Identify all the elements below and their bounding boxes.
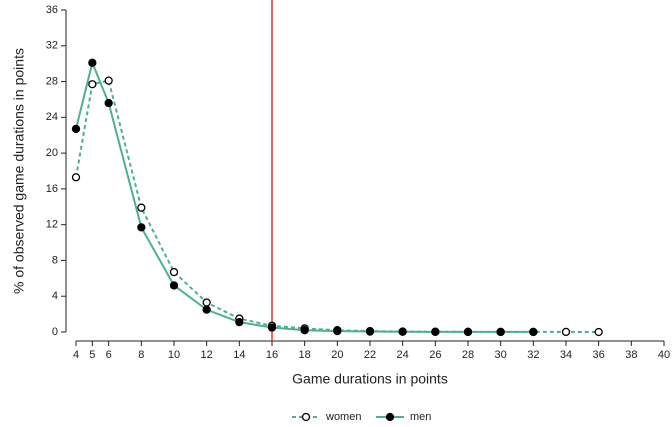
data-point xyxy=(169,267,179,277)
data-point xyxy=(561,327,571,337)
data-point xyxy=(267,323,277,332)
data-point xyxy=(398,327,407,336)
legend-label: men xyxy=(410,411,431,423)
legend-marker xyxy=(301,412,311,422)
y-tick-label: 16 xyxy=(46,183,58,195)
x-tick-label: 26 xyxy=(429,349,441,361)
x-tick-label: 12 xyxy=(201,349,213,361)
x-tick-label: 14 xyxy=(233,349,245,361)
x-tick-label: 30 xyxy=(495,349,507,361)
data-point xyxy=(169,281,179,290)
data-point xyxy=(431,327,440,336)
data-point xyxy=(202,305,211,314)
y-tick-label: 36 xyxy=(46,4,58,16)
x-tick-label: 22 xyxy=(364,349,376,361)
data-point xyxy=(333,326,342,336)
series-line xyxy=(75,59,534,333)
data-point xyxy=(496,327,505,337)
data-point xyxy=(300,326,309,335)
legend-marker xyxy=(385,412,395,422)
data-point xyxy=(463,327,473,337)
data-point xyxy=(365,327,375,336)
x-tick-label: 16 xyxy=(266,349,278,361)
data-point xyxy=(104,98,113,108)
x-tick-label: 5 xyxy=(89,349,95,361)
x-tick-label: 32 xyxy=(527,349,539,361)
x-tick-label: 34 xyxy=(560,349,572,361)
x-axis-title: Game durations in points xyxy=(292,371,448,387)
y-tick-label: 32 xyxy=(46,40,58,52)
data-point xyxy=(235,318,244,327)
data-point xyxy=(137,203,146,212)
y-tick-label: 20 xyxy=(46,147,58,159)
data-point xyxy=(202,298,211,307)
y-tick-label: 0 xyxy=(52,326,58,338)
x-tick-label: 36 xyxy=(593,349,605,361)
data-point xyxy=(88,58,97,67)
data-point xyxy=(137,223,146,232)
data-point xyxy=(104,76,113,85)
x-tick-label: 38 xyxy=(625,349,637,361)
y-tick-label: 8 xyxy=(52,254,58,266)
x-tick-label: 6 xyxy=(106,349,112,361)
x-tick-label: 10 xyxy=(168,349,180,361)
data-point xyxy=(529,327,538,337)
x-tick-label: 24 xyxy=(397,349,409,361)
y-tick-label: 28 xyxy=(46,75,58,87)
x-tick-label: 28 xyxy=(462,349,474,361)
data-point xyxy=(71,173,81,182)
y-tick-label: 4 xyxy=(52,290,58,302)
y-tick-label: 12 xyxy=(46,219,58,231)
x-tick-label: 4 xyxy=(73,349,79,361)
x-tick-label: 20 xyxy=(331,349,343,361)
data-point xyxy=(71,124,81,134)
x-tick-label: 40 xyxy=(658,349,670,361)
data-point xyxy=(594,327,603,337)
x-tick-label: 8 xyxy=(138,349,144,361)
legend-label: women xyxy=(325,411,361,423)
y-axis-title: % of observed game durations in points xyxy=(11,48,27,294)
data-point xyxy=(88,80,97,89)
series-line xyxy=(75,79,599,333)
x-tick-label: 18 xyxy=(299,349,311,361)
y-tick-label: 24 xyxy=(46,111,58,123)
